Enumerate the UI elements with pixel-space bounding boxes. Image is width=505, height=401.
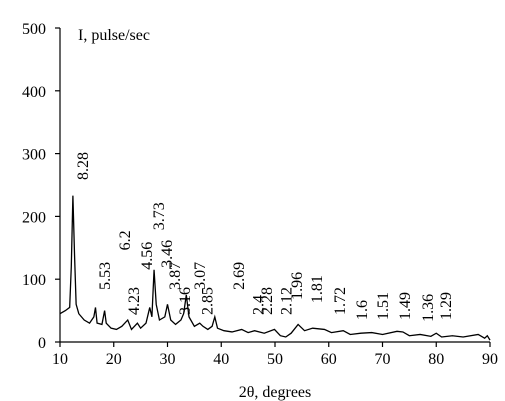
peak-label: 1.72 [332,287,349,315]
peak-label: 3.87 [167,262,184,290]
peak-label: 1.49 [397,292,414,320]
peak-label: 1.6 [354,300,371,320]
peak-label: 2.12 [279,287,296,315]
x-tick-label: 10 [52,351,68,368]
peak-label: 1.29 [438,292,455,320]
peak-label: 3.07 [192,262,209,290]
x-axis-label: 2θ, degrees [239,384,312,401]
peak-label: 8.28 [75,152,92,180]
y-tick-label: 0 [38,335,46,352]
peak-label: 4.23 [126,287,143,315]
peak-label: 6.2 [117,230,134,250]
y-tick-label: 300 [22,147,46,164]
x-tick-label: 40 [213,351,229,368]
peak-label: 2.4 [250,295,267,315]
peak-label: 1.96 [289,272,306,300]
x-tick-label: 30 [160,351,176,368]
x-tick-label: 20 [106,351,122,368]
y-tick-label: 200 [22,209,46,226]
x-tick-label: 90 [482,351,498,368]
peak-label: 1.81 [309,275,326,303]
y-tick-label: 400 [22,84,46,101]
peak-label: 2.69 [231,262,248,290]
x-tick-label: 50 [267,351,283,368]
peak-label: 2.85 [200,287,217,315]
x-tick-label: 60 [321,351,337,368]
peak-label: 1.51 [375,292,392,320]
peak-label: 3.73 [151,202,168,230]
peak-label: 4.56 [139,242,156,270]
y-tick-label: 100 [22,272,46,289]
x-tick-label: 70 [375,351,391,368]
peak-label: 3.46 [159,240,176,268]
peak-label: 5.53 [97,262,114,290]
peak-label: 3.16 [177,287,194,315]
peak-label: 1.36 [420,294,437,322]
y-tick-label: 500 [22,21,46,38]
x-tick-label: 80 [428,351,444,368]
y-axis-label: I, pulse/sec [78,27,150,44]
peak-label: 2.28 [259,287,276,315]
pattern-line [59,195,491,341]
